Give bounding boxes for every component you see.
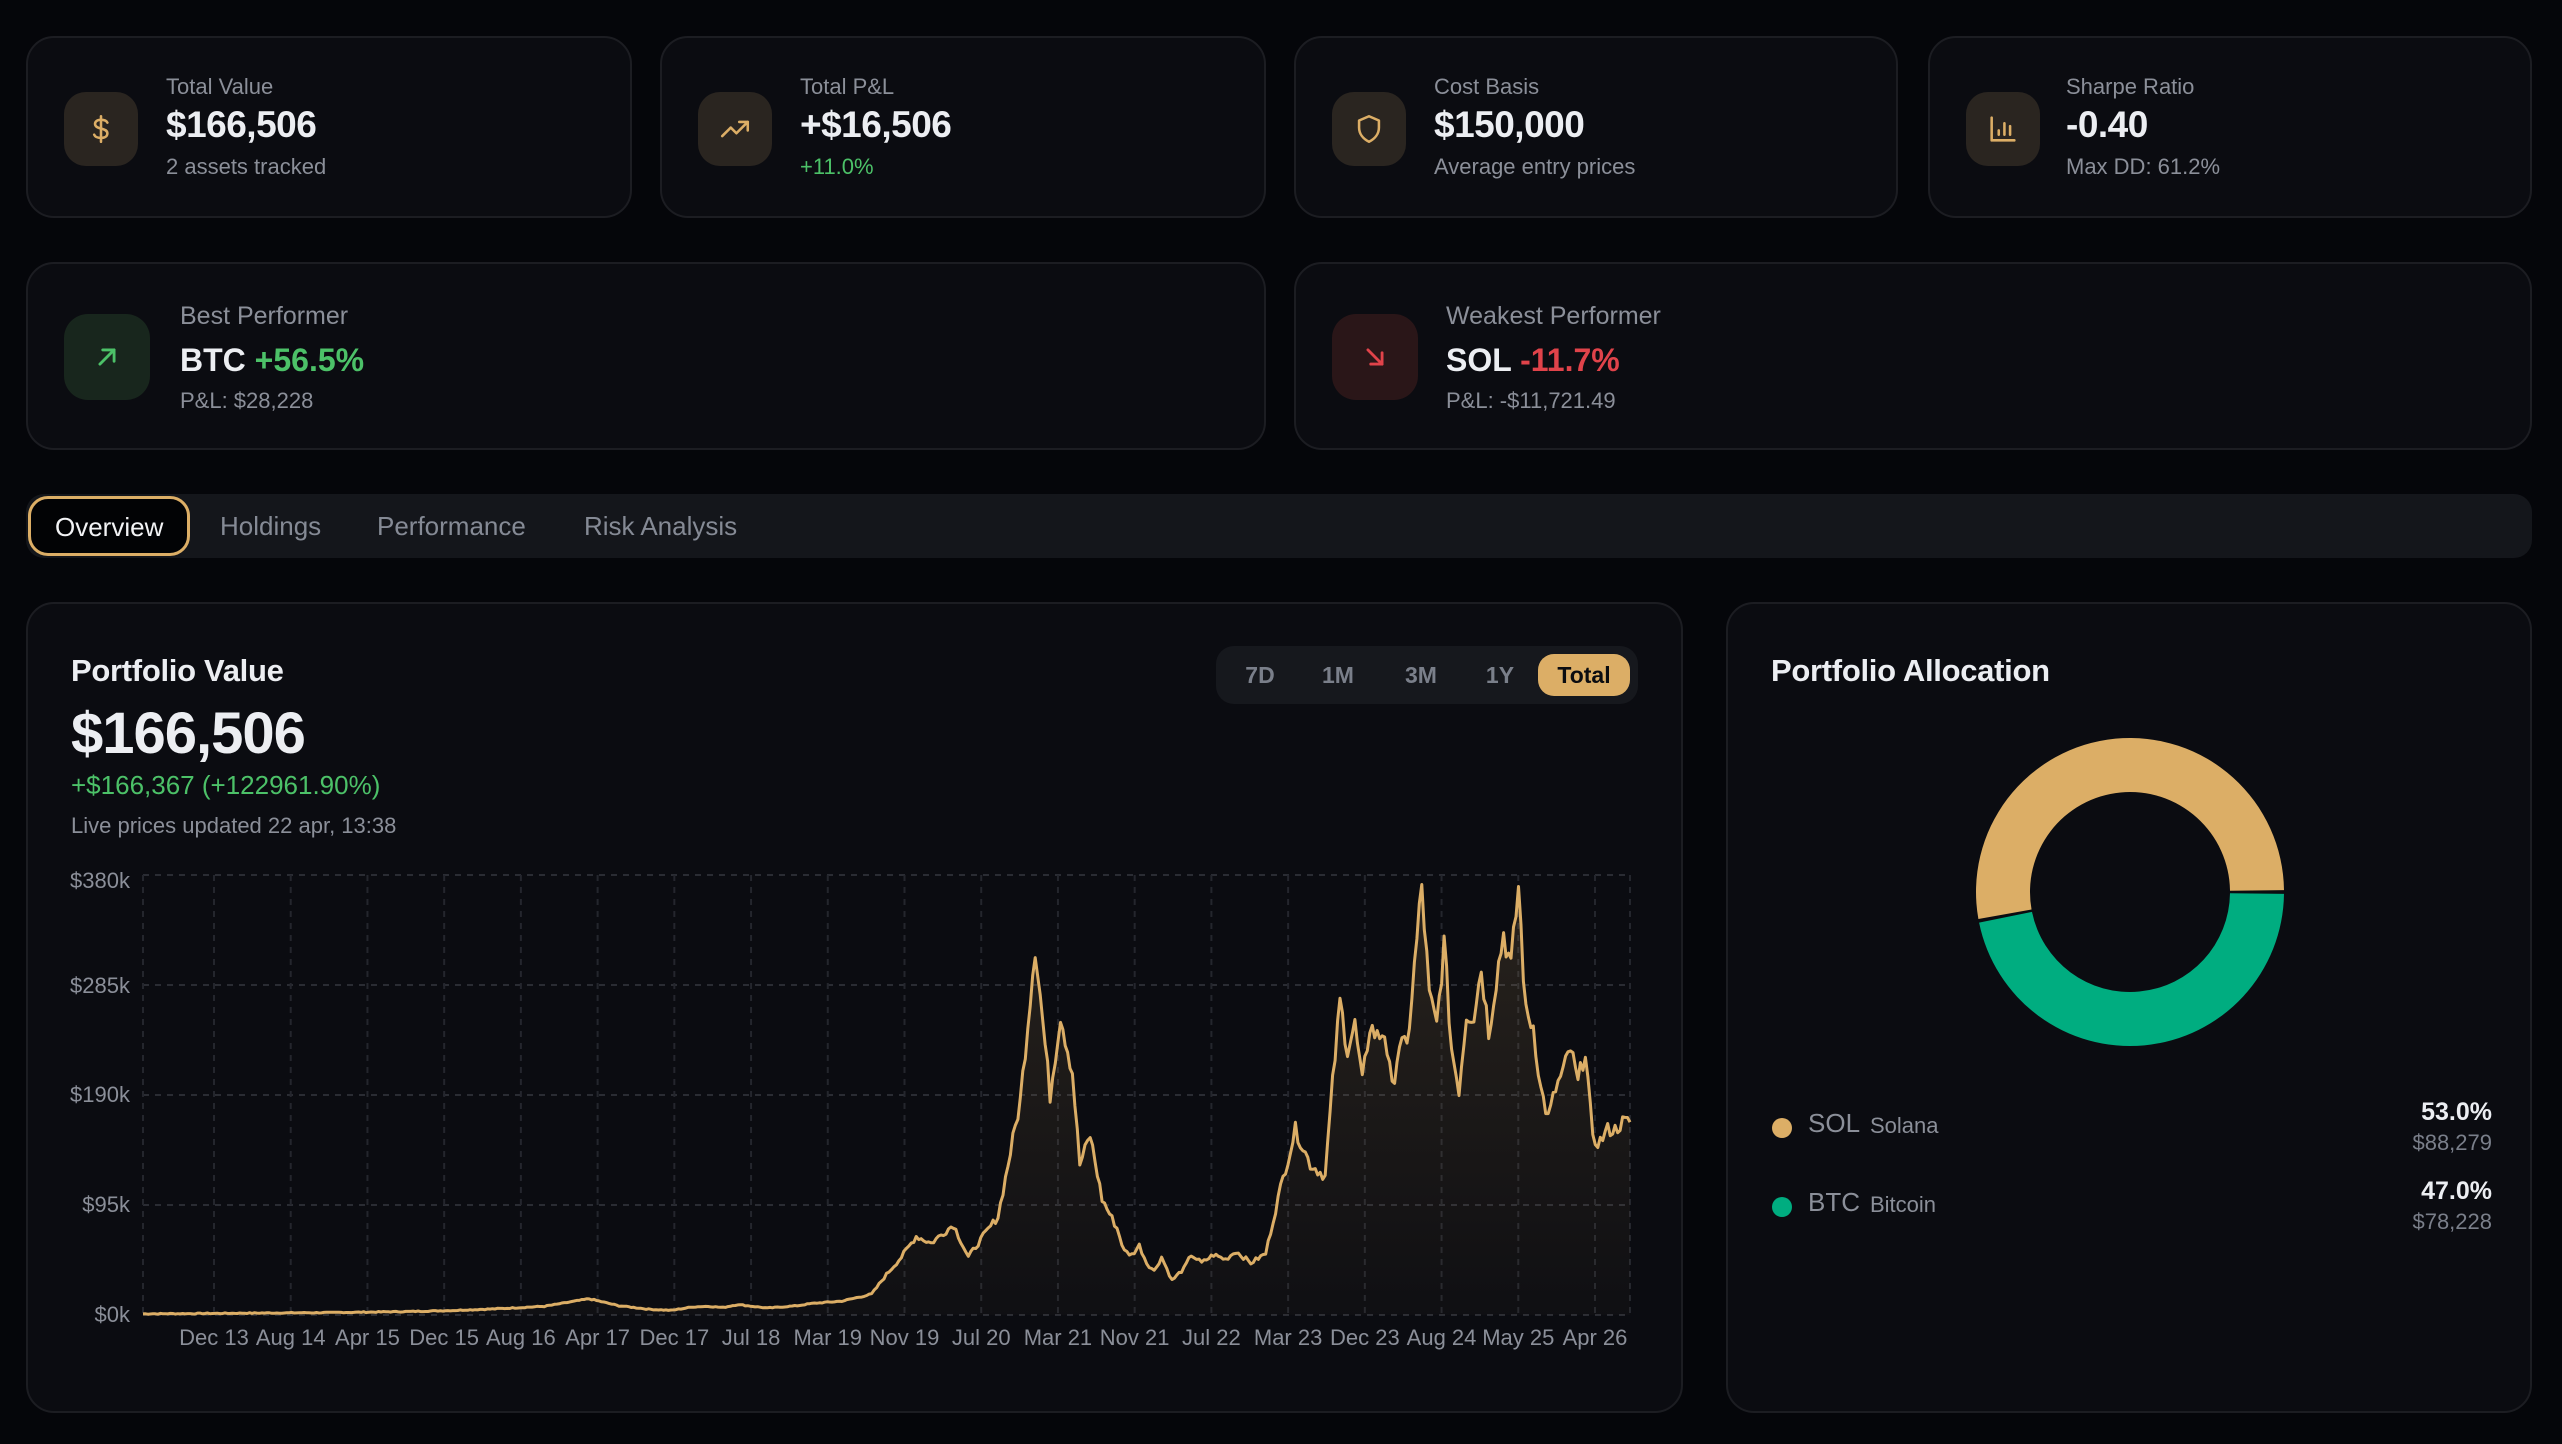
- allocation-legend-item[interactable]: BTC Bitcoin 47.0% $78,228: [1770, 1177, 2492, 1243]
- stat-value: $166,506: [166, 104, 317, 145]
- btc-color-dot: [1772, 1197, 1792, 1217]
- tab-holdings[interactable]: Holdings: [220, 511, 322, 541]
- portfolio-value-amount: $166,506: [71, 701, 306, 766]
- best-performer-pnl: P&L: $28,228: [180, 388, 314, 413]
- legend-name: Bitcoin: [1870, 1192, 1937, 1217]
- best-performer-symbol: BTC: [180, 342, 246, 378]
- stat-sub-positive: +11.0%: [800, 154, 874, 179]
- weakest-performer-value: SOL -11.7%: [1446, 342, 1620, 379]
- x-tick: Mar 23: [1253, 1325, 1323, 1350]
- x-tick: Apr 26: [1562, 1325, 1628, 1350]
- time-range-selector: 7D 1M 3M 1Y Total: [1216, 646, 1638, 704]
- stat-label: Total Value: [166, 74, 274, 99]
- y-tick: $190k: [70, 1082, 130, 1107]
- donut-segment-btc[interactable]: [1979, 893, 2284, 1047]
- legend-amount: $88,279: [2412, 1130, 2492, 1155]
- bar-chart-icon: [1966, 92, 2040, 166]
- stat-card-total-pnl: Total P&L +$16,506 +11.0%: [660, 36, 1266, 218]
- sol-color-dot: [1772, 1118, 1792, 1138]
- x-tick: Apr 17: [565, 1325, 631, 1350]
- y-tick: $0k: [94, 1302, 130, 1327]
- x-tick: Nov 21: [1099, 1325, 1170, 1350]
- weakest-performer-symbol: SOL: [1446, 342, 1512, 378]
- x-tick: Jul 18: [721, 1325, 781, 1350]
- y-tick: $380k: [70, 868, 130, 893]
- x-tick: Dec 23: [1329, 1325, 1400, 1350]
- chart-line: [142, 883, 1632, 1316]
- stat-value: +$16,506: [800, 104, 952, 145]
- legend-percent: 53.0%: [2421, 1098, 2492, 1126]
- y-tick: $285k: [70, 973, 130, 998]
- stat-card-cost-basis: Cost Basis $150,000 Average entry prices: [1294, 36, 1898, 218]
- x-tick: Dec 17: [639, 1325, 710, 1350]
- x-tick: Nov 19: [869, 1325, 940, 1350]
- range-total-button[interactable]: Total: [1538, 654, 1630, 696]
- best-performer-value: BTC +56.5%: [180, 342, 364, 379]
- legend-amount: $78,228: [2412, 1209, 2492, 1234]
- shield-icon: [1332, 92, 1406, 166]
- stat-card-sharpe-ratio: Sharpe Ratio -0.40 Max DD: 61.2%: [1928, 36, 2532, 218]
- best-performer-label: Best Performer: [180, 302, 349, 330]
- stat-label: Total P&L: [800, 74, 895, 99]
- dollar-icon: [64, 92, 138, 166]
- portfolio-value-title: Portfolio Value: [71, 653, 284, 688]
- tab-bar: Overview Holdings Performance Risk Analy…: [26, 494, 2532, 558]
- range-3m-button[interactable]: 3M: [1405, 662, 1437, 688]
- legend-symbol: SOL: [1808, 1108, 1861, 1138]
- legend-symbol: BTC: [1808, 1187, 1860, 1217]
- x-tick: Dec 13: [179, 1325, 249, 1350]
- stat-sub: Average entry prices: [1434, 154, 1636, 179]
- chart-area-fill: [143, 884, 1630, 1315]
- allocation-donut-chart[interactable]: [1970, 732, 2290, 1052]
- tab-performance[interactable]: Performance: [377, 511, 526, 541]
- range-1y-button[interactable]: 1Y: [1485, 662, 1515, 688]
- allocation-legend-item[interactable]: SOL Solana 53.0% $88,279: [1770, 1098, 2492, 1164]
- stat-value: $150,000: [1434, 104, 1585, 145]
- trending-up-icon: [698, 92, 772, 166]
- legend-percent: 47.0%: [2421, 1177, 2492, 1205]
- x-tick: Aug 16: [486, 1325, 556, 1350]
- best-performer-card: Best Performer BTC +56.5% P&L: $28,228: [26, 262, 1266, 450]
- stat-value: -0.40: [2066, 104, 2148, 145]
- x-tick: Dec 15: [409, 1325, 480, 1350]
- best-performer-change: +56.5%: [254, 342, 365, 378]
- portfolio-value-change: +$166,367 (+122961.90%): [71, 770, 381, 800]
- portfolio-value-updated: Live prices updated 22 apr, 13:38: [71, 813, 397, 838]
- weakest-performer-label: Weakest Performer: [1446, 302, 1661, 330]
- arrow-down-right-icon: [1332, 314, 1418, 400]
- legend-name: Solana: [1870, 1113, 1939, 1138]
- x-tick: Aug 14: [255, 1325, 326, 1350]
- x-tick: May 25: [1482, 1325, 1555, 1350]
- weakest-performer-change: -11.7%: [1520, 342, 1620, 378]
- stat-card-total-value: Total Value $166,506 2 assets tracked: [26, 36, 632, 218]
- stat-label: Sharpe Ratio: [2066, 74, 2195, 99]
- weakest-performer-card: Weakest Performer SOL -11.7% P&L: -$11,7…: [1294, 262, 2532, 450]
- stat-sub: Max DD: 61.2%: [2066, 154, 2221, 179]
- arrow-up-right-icon: [64, 314, 150, 400]
- x-tick: Aug 24: [1406, 1325, 1477, 1350]
- stat-label: Cost Basis: [1434, 74, 1540, 99]
- x-tick: Mar 19: [793, 1325, 863, 1350]
- weakest-performer-pnl: P&L: -$11,721.49: [1446, 388, 1616, 413]
- x-tick: Apr 15: [335, 1325, 400, 1350]
- tab-risk-analysis[interactable]: Risk Analysis: [584, 511, 738, 541]
- portfolio-allocation-title: Portfolio Allocation: [1771, 653, 2050, 688]
- x-tick: Jul 22: [1182, 1325, 1241, 1350]
- x-tick: Mar 21: [1023, 1325, 1093, 1350]
- range-1m-button[interactable]: 1M: [1322, 662, 1354, 688]
- tab-overview[interactable]: Overview: [28, 496, 191, 556]
- stat-sub: 2 assets tracked: [166, 154, 327, 179]
- range-7d-button[interactable]: 7D: [1245, 662, 1275, 688]
- y-tick: $95k: [82, 1192, 130, 1217]
- donut-segment-sol[interactable]: [1976, 738, 2284, 920]
- x-tick: Jul 20: [951, 1325, 1011, 1350]
